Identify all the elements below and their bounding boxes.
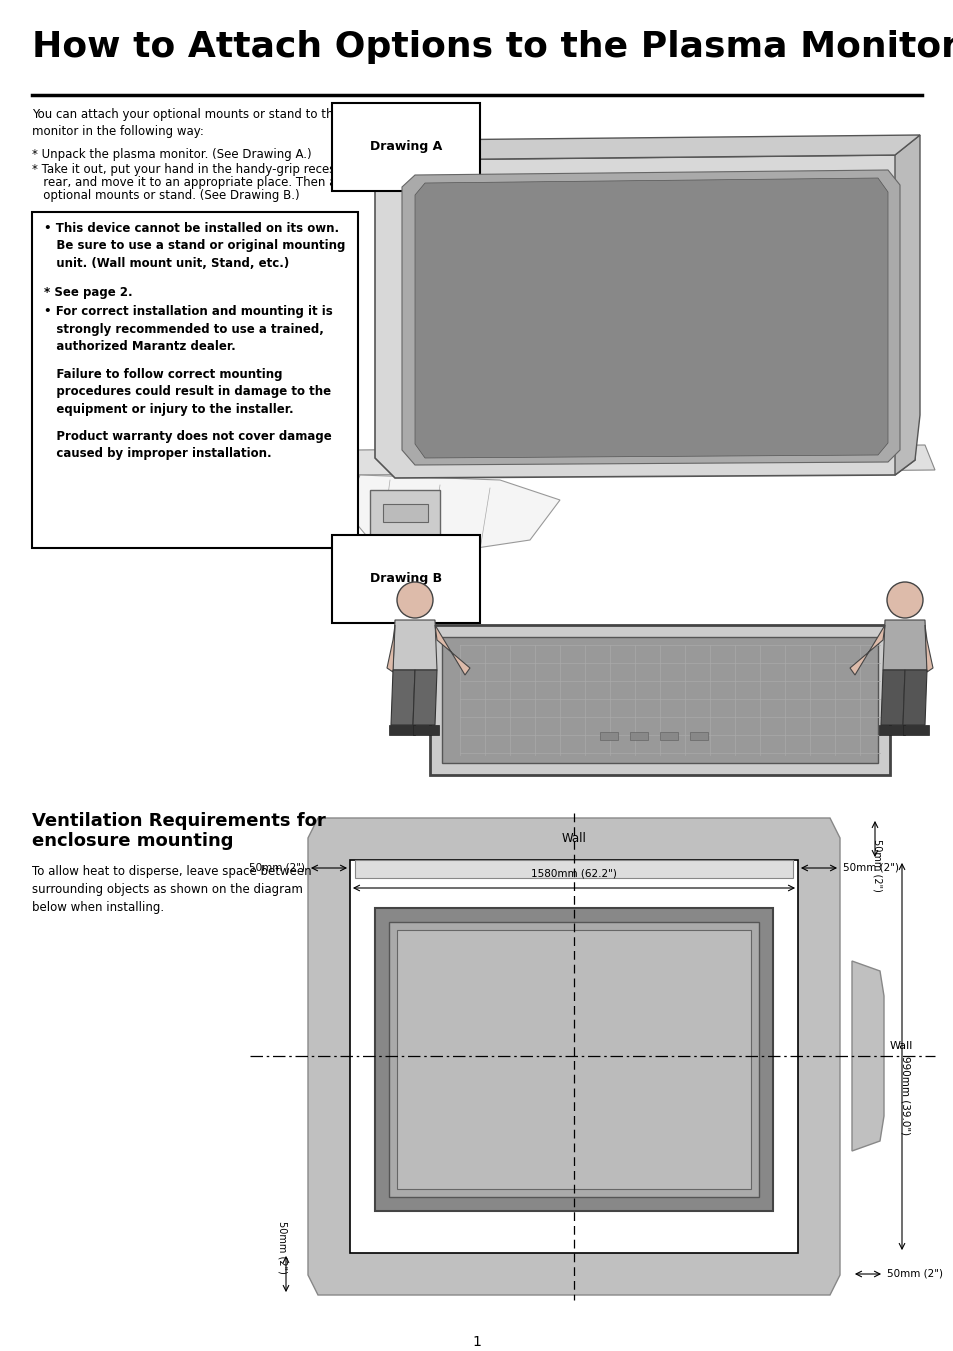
Text: Wall: Wall — [889, 1042, 912, 1051]
Bar — [355, 861, 792, 878]
Bar — [902, 725, 928, 735]
Bar — [599, 732, 618, 740]
Text: Product warranty does not cover damage
   caused by improper installation.: Product warranty does not cover damage c… — [44, 430, 332, 461]
Text: 50mm (2"): 50mm (2") — [872, 839, 882, 892]
Polygon shape — [413, 670, 436, 725]
Polygon shape — [902, 670, 926, 725]
Polygon shape — [355, 444, 934, 476]
Bar — [375, 908, 772, 1210]
Bar — [689, 732, 707, 740]
Polygon shape — [882, 620, 926, 670]
Polygon shape — [401, 170, 899, 465]
Text: Drawing B: Drawing B — [370, 571, 441, 585]
Polygon shape — [924, 626, 932, 671]
Polygon shape — [849, 626, 884, 676]
Polygon shape — [415, 178, 887, 458]
Bar — [430, 626, 889, 775]
Text: • This device cannot be installed on its own.
   Be sure to use a stand or origi: • This device cannot be installed on its… — [44, 222, 345, 270]
Text: 50mm (2"): 50mm (2") — [277, 1221, 288, 1274]
Bar — [396, 929, 750, 1189]
Bar — [32, 212, 357, 549]
Text: 50mm (2"): 50mm (2") — [249, 863, 305, 873]
Text: optional mounts or stand. (See Drawing B.): optional mounts or stand. (See Drawing B… — [32, 189, 299, 203]
Bar — [878, 725, 904, 735]
Text: Wall: Wall — [561, 832, 586, 844]
Text: * Unpack the plasma monitor. (See Drawing A.): * Unpack the plasma monitor. (See Drawin… — [32, 149, 312, 161]
Polygon shape — [894, 135, 919, 476]
Text: Failure to follow correct mounting
   procedures could result in damage to the
 : Failure to follow correct mounting proce… — [44, 367, 331, 416]
Text: 1: 1 — [472, 1335, 481, 1350]
Bar — [389, 921, 759, 1197]
Polygon shape — [851, 961, 883, 1151]
Text: Ventilation Requirements for: Ventilation Requirements for — [32, 812, 325, 830]
Text: 50mm (2"): 50mm (2") — [842, 863, 898, 873]
Polygon shape — [308, 817, 840, 1296]
Circle shape — [886, 582, 923, 617]
Text: 990mm (39.0"): 990mm (39.0") — [900, 1056, 910, 1136]
Bar — [441, 638, 877, 763]
Text: rear, and move it to an appropriate place. Then attach the: rear, and move it to an appropriate plac… — [32, 176, 390, 189]
Bar — [370, 490, 439, 535]
Text: • For correct installation and mounting it is
   strongly recommended to use a t: • For correct installation and mounting … — [44, 305, 333, 353]
Text: To allow heat to disperse, leave space between
surrounding objects as shown on t: To allow heat to disperse, leave space b… — [32, 865, 312, 915]
Text: * See page 2.: * See page 2. — [44, 286, 132, 299]
Text: How to Attach Options to the Plasma Monitor: How to Attach Options to the Plasma Moni… — [32, 30, 953, 63]
Text: enclosure mounting: enclosure mounting — [32, 832, 233, 850]
Text: You can attach your optional mounts or stand to the plasma
monitor in the follow: You can attach your optional mounts or s… — [32, 108, 387, 138]
Polygon shape — [391, 670, 415, 725]
Polygon shape — [375, 155, 914, 478]
Bar — [659, 732, 678, 740]
Bar — [389, 725, 415, 735]
Polygon shape — [345, 476, 559, 555]
Circle shape — [396, 582, 433, 617]
Bar — [413, 725, 438, 735]
Polygon shape — [387, 626, 395, 671]
Text: 1580mm (62.2"): 1580mm (62.2") — [531, 867, 617, 878]
Bar — [350, 861, 797, 1252]
Polygon shape — [393, 620, 436, 670]
Bar — [629, 732, 647, 740]
Polygon shape — [435, 626, 470, 676]
Text: Drawing A: Drawing A — [370, 141, 442, 153]
Bar — [382, 504, 428, 521]
Text: * Take it out, put your hand in the handy-grip recess at the: * Take it out, put your hand in the hand… — [32, 163, 380, 176]
Polygon shape — [880, 670, 904, 725]
Polygon shape — [395, 135, 919, 159]
Text: 50mm (2"): 50mm (2") — [886, 1269, 942, 1279]
